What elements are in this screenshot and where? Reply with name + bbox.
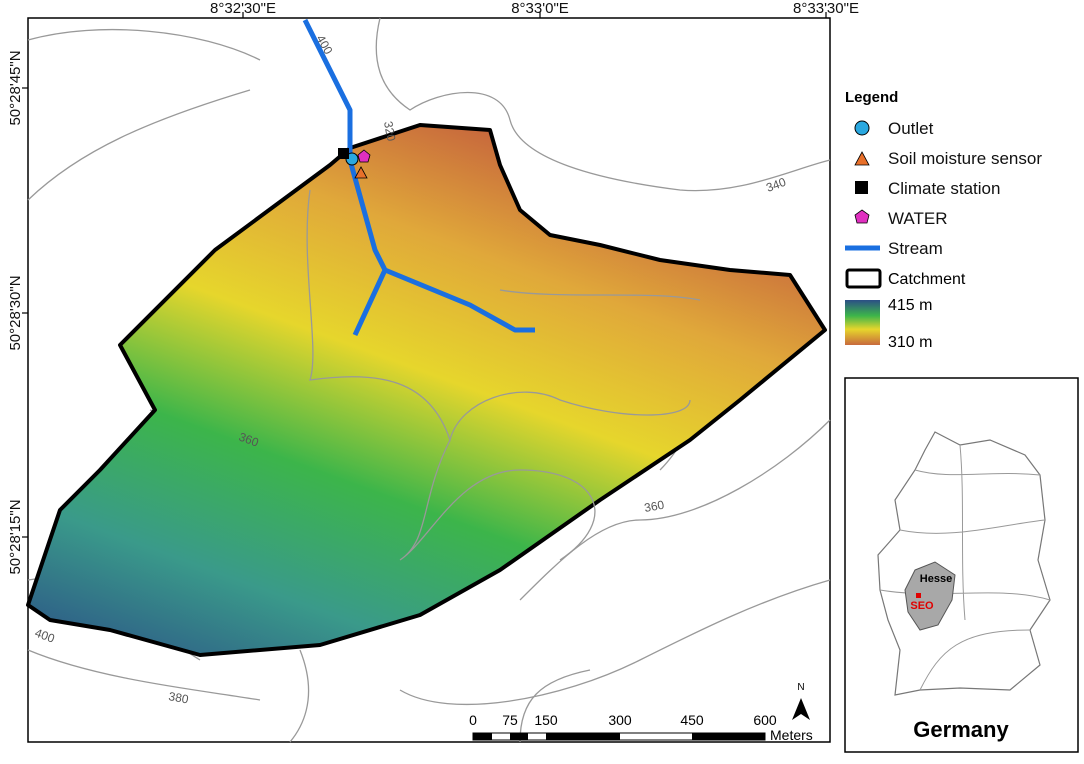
map-frame: 400 320 340 360 360 400 380 0 75 150 300… xyxy=(22,12,831,743)
scale-tick: 0 xyxy=(469,712,477,728)
legend-item: Climate station xyxy=(888,179,1000,198)
water-marker xyxy=(357,149,371,163)
legend-title: Legend xyxy=(845,89,898,106)
coord-label: 8°33'30"E xyxy=(793,0,859,17)
scale-tick: 150 xyxy=(534,712,558,728)
coord-label: 50°28'45"N xyxy=(7,50,24,125)
inset-site: SEO xyxy=(910,600,934,612)
climate-station-marker xyxy=(338,148,349,159)
coord-label: 8°33'0"E xyxy=(511,0,569,17)
contour-label: 340 xyxy=(764,175,788,195)
coord-label: 50°28'30"N xyxy=(7,275,24,350)
legend-item: Catchment xyxy=(888,271,966,288)
legend-item: WATER xyxy=(888,209,948,228)
contour-label: 360 xyxy=(237,430,261,450)
inset-map: Hesse SEO Germany xyxy=(844,377,1079,753)
contour-label: 380 xyxy=(167,689,189,706)
legend: Legend Outlet Soil moisture sensor Clima… xyxy=(845,89,1042,351)
scale-tick: 75 xyxy=(502,712,518,728)
coord-label: 8°32'30"E xyxy=(210,0,276,17)
scale-unit: Meters xyxy=(770,727,813,743)
legend-elev-high: 415 m xyxy=(888,297,932,314)
north-arrow: N xyxy=(797,682,804,693)
sensor-marker xyxy=(354,166,368,179)
stream xyxy=(302,18,535,337)
legend-item: Stream xyxy=(888,239,943,258)
inset-region: Hesse xyxy=(920,573,952,585)
catchment xyxy=(26,123,827,657)
contour-label: 400 xyxy=(33,626,57,646)
legend-elev-low: 310 m xyxy=(888,334,932,351)
legend-item: Outlet xyxy=(888,119,934,138)
legend-item: Soil moisture sensor xyxy=(888,149,1042,168)
scale-tick: 300 xyxy=(608,712,632,728)
scale-tick: 600 xyxy=(753,712,777,728)
contour-label: 320 xyxy=(381,120,398,142)
contour-label: 360 xyxy=(643,498,665,515)
coord-label: 50°28'15"N xyxy=(7,499,24,574)
inset-country: Germany xyxy=(913,717,1009,742)
scale-tick: 450 xyxy=(680,712,704,728)
